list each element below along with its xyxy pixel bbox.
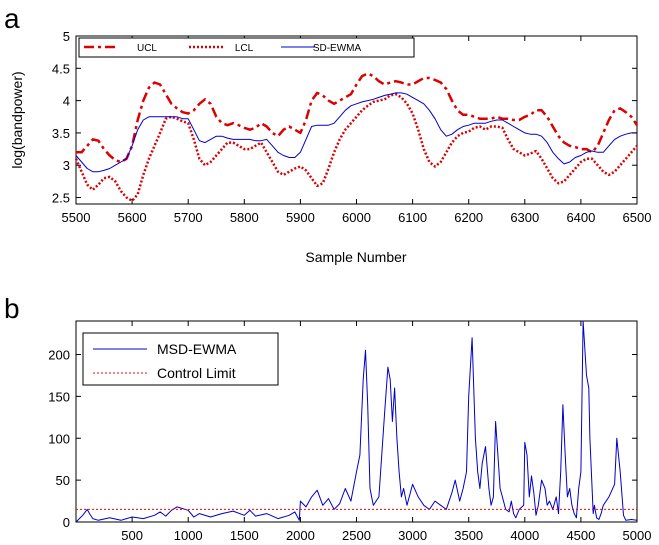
panel-a-plot-area [75,35,638,205]
y-tick-label: 150 [48,389,70,404]
x-tick-label: 6400 [566,210,595,225]
x-tick-label: 1500 [230,528,259,543]
legend-box [82,332,279,386]
x-tick-label: 6300 [510,210,539,225]
y-tick-label: 100 [48,431,70,446]
y-tick-label: 50 [56,473,70,488]
x-tick-label: 5000 [623,528,652,543]
panel-a-xlabel: Sample Number [305,249,406,265]
panel-b-ticks: 500 1000 1500 2000 2500 3000 3500 4000 4500 5000 0… [48,321,651,543]
x-tick-label: 5600 [118,210,147,225]
x-tick-label: 5500 [62,210,91,225]
y-tick-label: 4.5 [52,61,70,76]
x-tick-label: 2500 [342,528,371,543]
panel-b: b 500 1000 1500 2000 2500 3000 3500 4000 4500 500… [4,293,651,543]
x-tick-label: 4000 [510,528,539,543]
series-line-msd-ewma [75,320,638,523]
panel-a-series [74,72,639,203]
legend-box [78,37,415,58]
panel-b-series [75,320,638,523]
legend-label: Control Limit [157,365,236,381]
legend-label: UCL [137,43,157,54]
x-tick-label: 3500 [454,528,483,543]
legend-label: MSD-EWMA [157,341,237,357]
y-tick-label: 3.5 [52,126,70,141]
y-tick-label: 3 [63,158,70,173]
panel-a-label: a [4,3,20,34]
legend-label: SD-EWMA [313,43,362,54]
series-line-lcl [74,92,638,203]
x-tick-label: 500 [121,528,143,543]
y-tick-label: 200 [48,348,70,363]
y-tick-label: 2.5 [52,191,70,206]
panel-a: a 5500 5600 5700 5800 5900 6000 6100 6200 6300 64… [4,3,651,265]
y-tick-label: 0 [63,515,70,530]
x-tick-label: 6500 [623,210,652,225]
x-tick-label: 2000 [286,528,315,543]
panel-b-legend: MSD-EWMA Control Limit [82,332,279,386]
x-tick-label: 5800 [230,210,259,225]
x-tick-label: 6100 [398,210,427,225]
x-tick-label: 6200 [454,210,483,225]
y-tick-label: 4 [63,94,70,109]
x-tick-label: 3000 [398,528,427,543]
series-line-sd-ewma [75,92,637,173]
x-tick-label: 1000 [174,528,203,543]
x-tick-label: 4500 [566,528,595,543]
panel-a-legend: UCL LCL SD-EWMA [78,37,415,58]
x-tick-label: 6000 [342,210,371,225]
y-tick-label: 5 [63,29,70,44]
series-line-ucl [76,72,639,164]
panel-b-label: b [4,293,20,324]
panel-a-ylabel: log(bandpower) [9,71,25,168]
legend-label: LCL [235,43,254,54]
x-tick-label: 5900 [286,210,315,225]
x-tick-label: 5700 [174,210,203,225]
